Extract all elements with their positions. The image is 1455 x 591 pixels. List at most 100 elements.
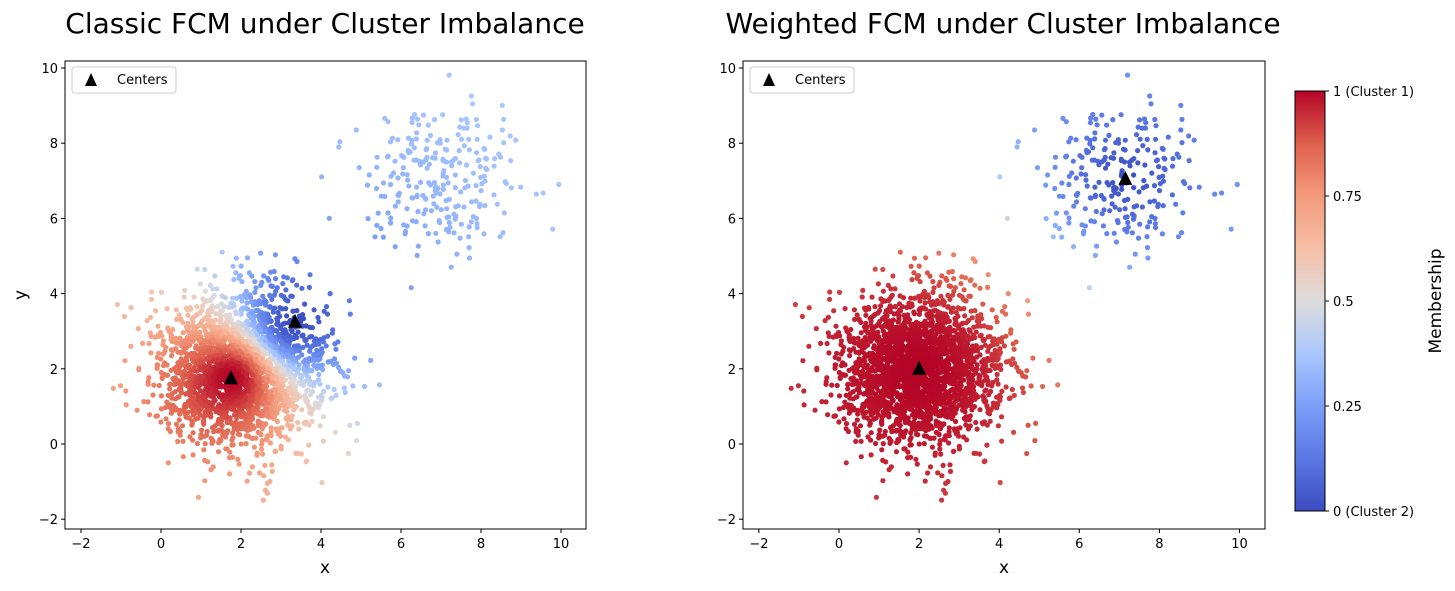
scatter-point xyxy=(286,353,291,358)
scatter-point xyxy=(212,353,217,358)
scatter-point xyxy=(253,347,258,352)
x-tick-label: 6 xyxy=(397,537,405,552)
scatter-point xyxy=(416,122,421,127)
scatter-point xyxy=(281,321,286,326)
scatter-point xyxy=(475,123,480,128)
scatter-point xyxy=(1133,252,1138,257)
scatter-point xyxy=(198,281,203,286)
scatter-point xyxy=(948,284,953,289)
scatter-point xyxy=(502,210,507,215)
scatter-point xyxy=(221,338,226,343)
scatter-point xyxy=(995,372,1000,377)
scatter-point xyxy=(202,299,207,304)
scatter-point xyxy=(928,464,933,469)
scatter-point xyxy=(874,415,879,420)
scatter-point xyxy=(151,383,156,388)
scatter-point xyxy=(218,319,223,324)
scatter-point xyxy=(915,432,920,437)
scatter-point xyxy=(1011,430,1016,435)
scatter-point xyxy=(425,166,430,171)
scatter-point xyxy=(300,345,305,350)
scatter-point xyxy=(1026,423,1031,428)
scatter-point xyxy=(265,369,270,374)
scatter-point xyxy=(162,349,167,354)
scatter-point xyxy=(184,404,189,409)
scatter-point xyxy=(1079,171,1084,176)
scatter-point xyxy=(190,438,195,443)
scatter-point xyxy=(1092,136,1097,141)
scatter-point xyxy=(299,333,304,338)
scatter-point xyxy=(255,302,260,307)
scatter-point xyxy=(963,422,968,427)
scatter-point xyxy=(1092,130,1097,135)
scatter-point xyxy=(205,429,210,434)
scatter-point xyxy=(342,385,347,390)
scatter-point xyxy=(1117,207,1122,212)
scatter-point xyxy=(251,323,256,328)
scatter-point xyxy=(223,405,228,410)
scatter-point xyxy=(1140,143,1145,148)
scatter-point xyxy=(500,103,505,108)
scatter-point xyxy=(467,255,472,260)
scatter-point xyxy=(941,329,946,334)
scatter-point xyxy=(939,273,944,278)
scatter-point xyxy=(269,462,274,467)
scatter-point xyxy=(161,338,166,343)
scatter-point xyxy=(316,372,321,377)
scatter-point xyxy=(294,404,299,409)
scatter-point xyxy=(400,171,405,176)
scatter-point xyxy=(260,438,265,443)
scatter-point xyxy=(388,182,393,187)
scatter-point xyxy=(962,287,967,292)
scatter-point xyxy=(171,403,176,408)
scatter-point xyxy=(462,143,467,148)
scatter-point xyxy=(1066,215,1071,220)
scatter-point xyxy=(252,279,257,284)
scatter-point xyxy=(260,322,265,327)
scatter-point xyxy=(178,317,183,322)
scatter-point xyxy=(288,337,293,342)
scatter-point xyxy=(441,187,446,192)
scatter-point xyxy=(904,305,909,310)
scatter-point xyxy=(457,160,462,165)
scatter-point xyxy=(453,172,458,177)
scatter-point xyxy=(274,405,279,410)
scatter-point xyxy=(191,452,196,457)
scatter-point xyxy=(1053,165,1058,170)
left-legend: Centers xyxy=(72,67,176,93)
scatter-point xyxy=(1102,147,1107,152)
scatter-point xyxy=(951,252,956,257)
scatter-point xyxy=(444,198,449,203)
scatter-point xyxy=(178,429,183,434)
scatter-point xyxy=(307,272,312,277)
scatter-point xyxy=(436,239,441,244)
scatter-point xyxy=(312,380,317,385)
scatter-point xyxy=(1088,116,1093,121)
x-tick-label: 0 xyxy=(157,537,165,552)
scatter-point xyxy=(975,324,980,329)
scatter-point xyxy=(888,303,893,308)
scatter-point xyxy=(429,208,434,213)
scatter-point xyxy=(1134,132,1139,137)
scatter-point xyxy=(969,357,974,362)
scatter-point xyxy=(1032,127,1037,132)
scatter-point xyxy=(177,417,182,422)
scatter-point xyxy=(211,359,216,364)
scatter-point xyxy=(835,383,840,388)
scatter-point xyxy=(1147,93,1152,98)
scatter-point xyxy=(443,147,448,152)
scatter-point xyxy=(939,498,944,503)
scatter-point xyxy=(223,313,228,318)
scatter-point xyxy=(1131,185,1136,190)
scatter-point xyxy=(1000,309,1005,314)
scatter-point xyxy=(357,165,362,170)
scatter-point xyxy=(1116,220,1121,225)
scatter-point xyxy=(343,390,348,395)
scatter-point xyxy=(161,363,166,368)
scatter-point xyxy=(254,386,259,391)
scatter-point xyxy=(211,337,216,342)
scatter-point xyxy=(188,306,193,311)
scatter-point xyxy=(324,304,329,309)
scatter-point xyxy=(269,297,274,302)
scatter-point xyxy=(183,374,188,379)
